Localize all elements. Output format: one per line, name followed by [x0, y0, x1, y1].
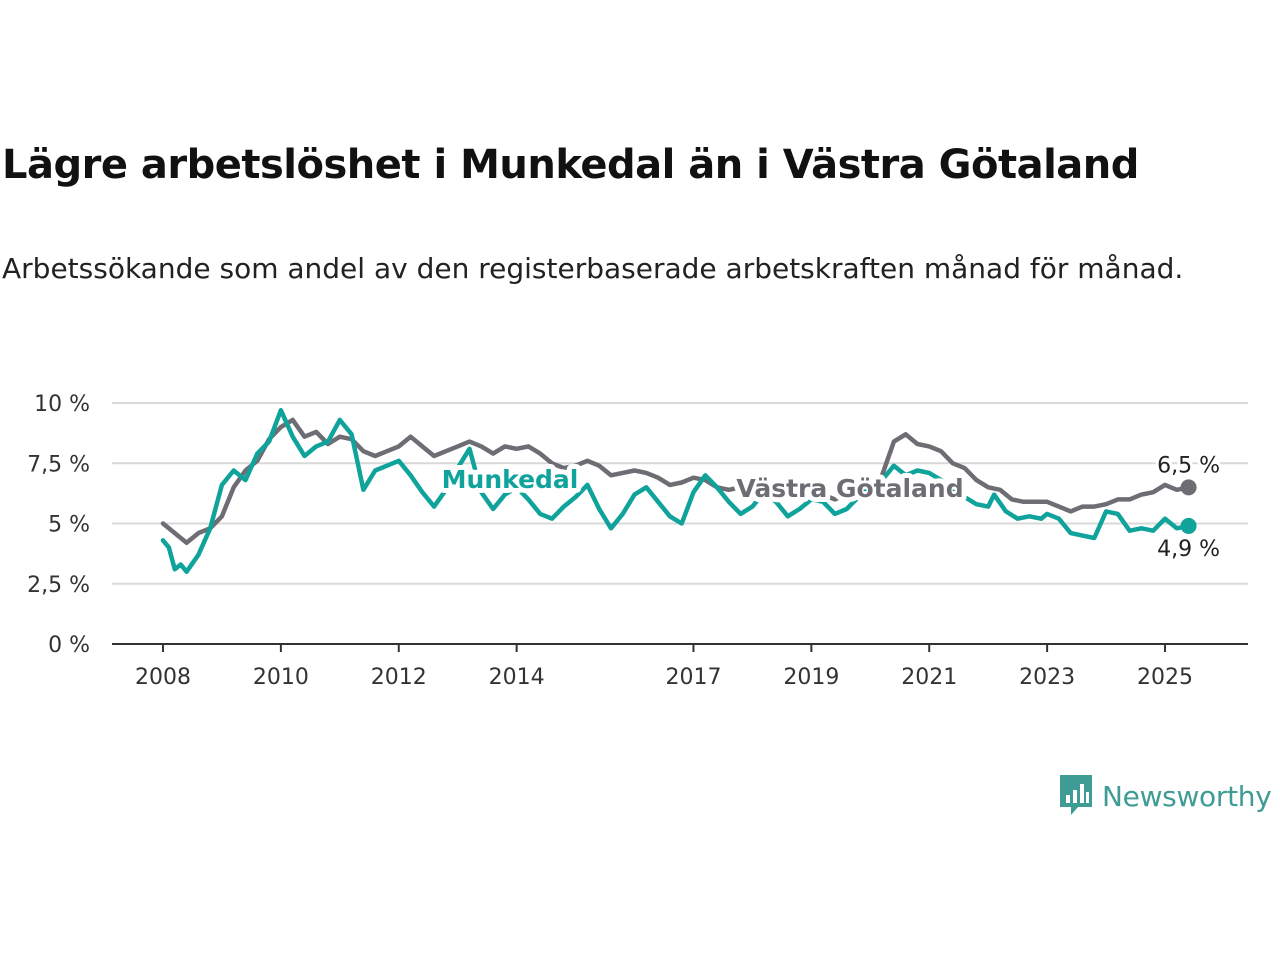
newsworthy-logo: Newsworthy — [1058, 772, 1272, 820]
x-tick-label: 2008 — [135, 665, 191, 690]
line-chart: 0 % 2,5 % 5 % 7,5 % 10 % 2008 2010 2012 2014 201… — [27, 392, 1248, 690]
y-tick-label: 10 % — [34, 392, 90, 417]
x-tick-label: 2021 — [901, 665, 957, 690]
series-end-dot — [1180, 517, 1197, 534]
series-end-dot — [1180, 479, 1197, 496]
x-tick-label: 2014 — [489, 665, 545, 690]
series-line — [160, 407, 1191, 574]
gridlines: 0 % 2,5 % 5 % 7,5 % 10 % — [27, 392, 1248, 658]
y-tick-label: 2,5 % — [27, 573, 90, 598]
series-lines — [160, 407, 1191, 574]
chart-subtitle: Arbetssökande som andel av den registerb… — [2, 252, 1184, 285]
x-tick-label: 2012 — [371, 665, 427, 690]
x-tick-label: 2025 — [1137, 665, 1193, 690]
x-tick-label: 2023 — [1019, 665, 1075, 690]
series-label-munkedal: Munkedal — [442, 465, 579, 494]
series-end-value: 4,9 % — [1157, 537, 1220, 562]
series-end-value: 6,5 % — [1157, 453, 1220, 478]
x-tick-label: 2010 — [253, 665, 309, 690]
y-tick-label: 5 % — [48, 513, 90, 538]
series-labels: Munkedal Västra Götaland 6,5 % 4,9 % — [437, 450, 1223, 565]
x-tick-label: 2017 — [665, 665, 721, 690]
y-tick-label: 7,5 % — [27, 452, 90, 477]
chart-title: Lägre arbetslöshet i Munkedal än i Västr… — [2, 142, 1139, 188]
x-tick-label: 2019 — [783, 665, 839, 690]
brand-name: Newsworthy — [1102, 779, 1272, 813]
y-tick-label: 0 % — [48, 633, 90, 658]
series-label-vastra-gotaland: Västra Götaland — [736, 474, 963, 503]
newsworthy-chart-icon — [1060, 775, 1092, 815]
series-line — [160, 417, 1191, 546]
x-axis: 2008 2010 2012 2014 2017 2019 2021 2023 2025 — [112, 643, 1248, 690]
